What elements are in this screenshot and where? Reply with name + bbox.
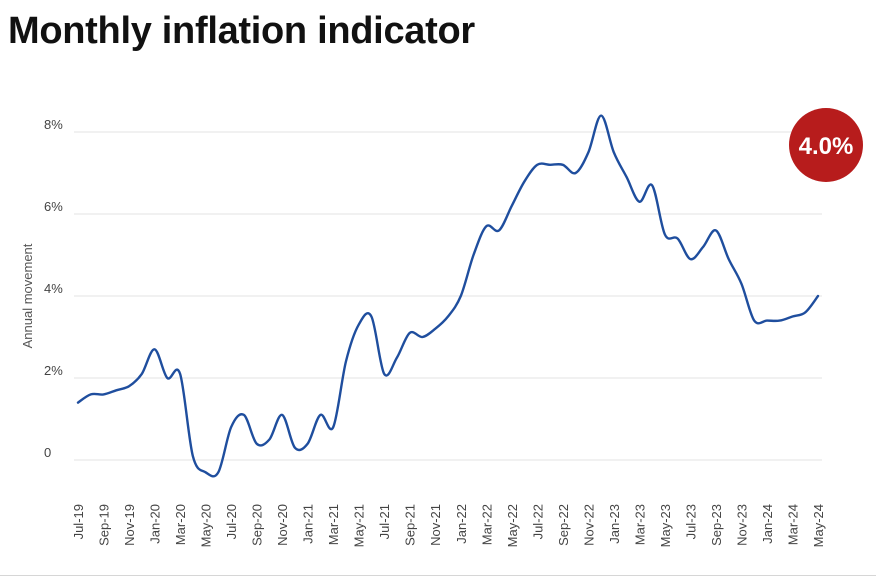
x-tick-label: Nov-19 — [122, 504, 137, 546]
bottom-divider — [0, 575, 876, 576]
x-tick-label: Sep-19 — [97, 504, 112, 546]
x-tick-label: Jan-20 — [148, 504, 163, 544]
x-tick-label: Jan-24 — [760, 504, 775, 544]
x-tick-label: Jul-23 — [683, 504, 698, 539]
y-axis-ticks: 0 2% 4% 6% 8% — [44, 117, 63, 460]
x-tick-label: Sep-20 — [250, 504, 265, 546]
chart-title: Monthly inflation indicator — [8, 10, 475, 52]
y-tick-label: 6% — [44, 199, 63, 214]
x-tick-label: Jul-22 — [530, 504, 545, 539]
x-tick-label: Sep-22 — [556, 504, 571, 546]
gridlines — [74, 131, 822, 461]
latest-value-badge: 4.0% — [789, 108, 863, 182]
y-axis-label: Annual movement — [20, 243, 35, 348]
y-tick-label: 2% — [44, 363, 63, 378]
x-tick-label: May-20 — [199, 504, 214, 547]
y-tick-label: 0 — [44, 445, 51, 460]
x-tick-label: May-24 — [811, 504, 826, 547]
x-tick-label: Jan-23 — [607, 504, 622, 544]
x-tick-label: Jan-21 — [301, 504, 316, 544]
x-tick-label: Jul-21 — [377, 504, 392, 539]
x-tick-label: Mar-20 — [173, 504, 188, 545]
x-tick-label: Mar-22 — [479, 504, 494, 545]
x-tick-label: Nov-22 — [581, 504, 596, 546]
badge-circle — [789, 108, 863, 182]
y-tick-label: 4% — [44, 281, 63, 296]
x-tick-label: Nov-21 — [428, 504, 443, 546]
series-line — [76, 114, 820, 478]
x-tick-label: May-22 — [505, 504, 520, 547]
x-tick-label: Jul-19 — [71, 504, 86, 539]
x-tick-label: Nov-20 — [275, 504, 290, 546]
x-tick-label: Jul-20 — [224, 504, 239, 539]
x-tick-label: Jan-22 — [454, 504, 469, 544]
x-tick-label: May-21 — [352, 504, 367, 547]
badge-value: 4.0% — [799, 133, 854, 160]
x-tick-label: Mar-24 — [785, 504, 800, 545]
x-tick-label: Mar-23 — [632, 504, 647, 545]
x-tick-label: Nov-23 — [734, 504, 749, 546]
x-axis-ticks: Jul-19 Sep-19 Nov-19 Jan-20 Mar-20 May-20 Jul-… — [71, 504, 826, 547]
x-tick-label: Sep-21 — [403, 504, 418, 546]
x-tick-label: May-23 — [658, 504, 673, 547]
x-tick-label: Mar-21 — [326, 504, 341, 545]
y-tick-label: 8% — [44, 117, 63, 132]
x-tick-label: Sep-23 — [709, 504, 724, 546]
